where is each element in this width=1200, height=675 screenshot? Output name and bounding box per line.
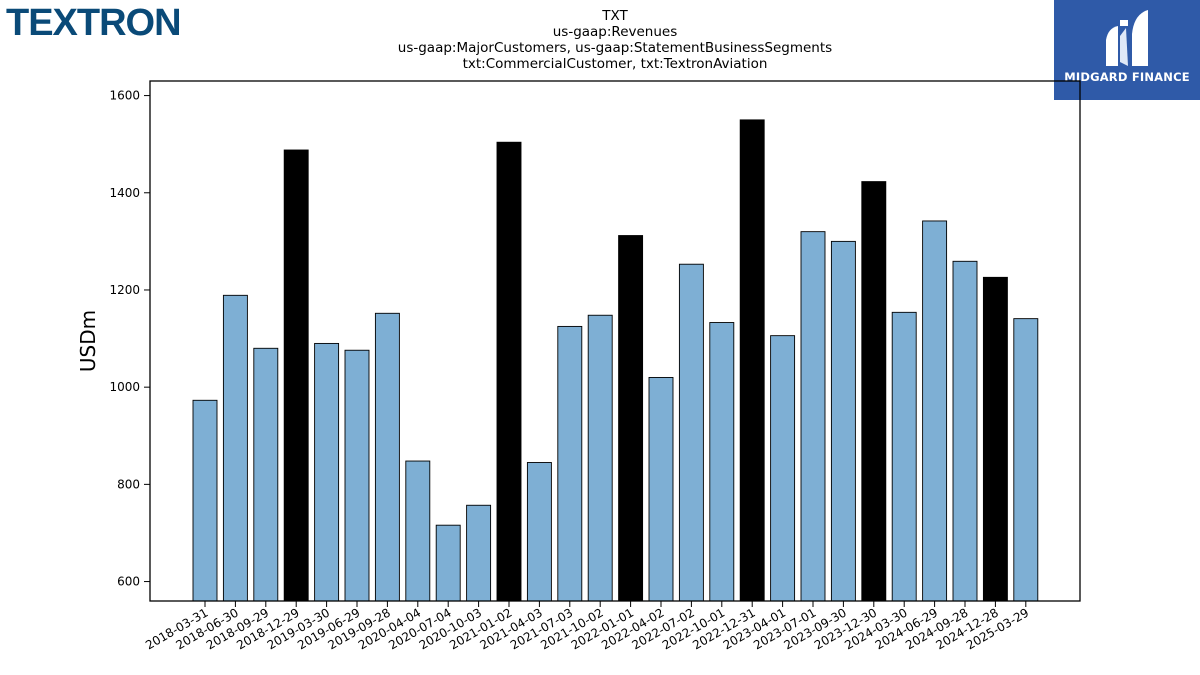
bar bbox=[192, 399, 218, 602]
chart-title-line: us-gaap:Revenues bbox=[552, 24, 678, 40]
midgard-brand-text: MIDGARD FINANCE bbox=[1064, 70, 1190, 84]
x-axis: 2018-03-312018-06-302018-09-292018-12-29… bbox=[143, 601, 1031, 652]
y-tick-label: 800 bbox=[117, 477, 140, 491]
bar bbox=[283, 149, 309, 602]
bar bbox=[739, 119, 765, 602]
bar bbox=[861, 181, 887, 602]
bar bbox=[1013, 318, 1039, 602]
bar bbox=[466, 504, 492, 602]
bar bbox=[557, 325, 583, 602]
bar bbox=[678, 263, 704, 602]
y-tick-label: 600 bbox=[117, 575, 140, 589]
bar bbox=[374, 312, 400, 602]
bar bbox=[952, 260, 978, 602]
bar bbox=[982, 276, 1008, 602]
bar bbox=[891, 311, 917, 602]
bar bbox=[526, 462, 552, 602]
bar bbox=[222, 294, 248, 602]
y-tick-label: 1000 bbox=[109, 380, 140, 394]
chart-title: TXT us-gaap:Revenues us-gaap:MajorCustom… bbox=[300, 8, 930, 72]
bar bbox=[587, 314, 613, 602]
bar bbox=[830, 240, 856, 602]
midgard-finance-logo: MIDGARD FINANCE bbox=[1054, 0, 1200, 100]
bar bbox=[800, 231, 826, 602]
chart-title-line: TXT bbox=[602, 8, 628, 24]
bar bbox=[709, 322, 735, 602]
bar bbox=[922, 220, 948, 602]
bars-group bbox=[192, 119, 1039, 602]
bar bbox=[314, 342, 340, 602]
bar bbox=[618, 235, 644, 602]
chart-title-line: us-gaap:MajorCustomers, us-gaap:Statemen… bbox=[397, 40, 833, 56]
y-axis: 600 800 1000 1200 1400 1600 bbox=[109, 89, 150, 589]
bar bbox=[648, 376, 674, 602]
textron-logo: TEXTRON bbox=[6, 2, 182, 44]
bar bbox=[770, 335, 796, 602]
plot-frame bbox=[149, 80, 1081, 602]
bar bbox=[435, 524, 461, 602]
y-tick-label: 1400 bbox=[109, 186, 140, 200]
y-tick-label: 1600 bbox=[109, 89, 140, 103]
y-tick-label: 1200 bbox=[109, 283, 140, 297]
bar bbox=[253, 347, 279, 602]
bar bbox=[344, 349, 370, 602]
y-axis-label: USDm bbox=[76, 310, 100, 372]
bar bbox=[496, 141, 522, 602]
chart-title-line: txt:CommercialCustomer, txt:TextronAviat… bbox=[462, 56, 768, 72]
midgard-logo-icon bbox=[1106, 10, 1148, 66]
bar bbox=[405, 460, 431, 602]
